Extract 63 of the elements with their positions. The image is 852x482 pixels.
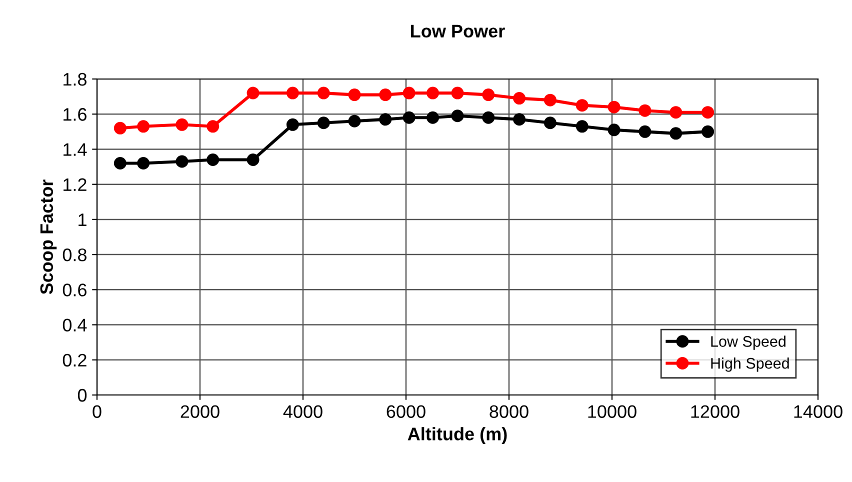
y-tick-label: 0.8 xyxy=(62,248,86,262)
point xyxy=(402,86,416,100)
point xyxy=(402,111,416,124)
point xyxy=(379,113,392,126)
point xyxy=(286,86,299,100)
y-tick-label: 0 xyxy=(78,388,87,402)
y-axis-title: Scoop Factor xyxy=(40,180,57,294)
point xyxy=(576,120,588,133)
y-tick-label: 1.8 xyxy=(64,72,86,86)
point xyxy=(608,124,620,136)
point xyxy=(513,92,526,105)
y-tick-label: 1.2 xyxy=(64,178,86,191)
point xyxy=(137,120,150,133)
y-tick-label: 1.6 xyxy=(64,108,86,121)
point xyxy=(482,111,495,124)
point xyxy=(608,100,620,114)
point xyxy=(206,120,220,133)
point xyxy=(576,99,588,112)
x-tick-label: 14000 xyxy=(794,405,842,418)
point xyxy=(206,154,220,166)
point xyxy=(513,113,526,126)
x-tick-label: 0 xyxy=(92,405,102,418)
point xyxy=(482,88,495,102)
point xyxy=(638,125,652,138)
x-tick-label: 6000 xyxy=(386,405,426,418)
point xyxy=(348,114,361,128)
point xyxy=(114,122,126,134)
y-tick-label: 1 xyxy=(78,214,86,226)
point xyxy=(317,86,330,100)
point xyxy=(137,157,150,170)
point xyxy=(246,86,260,100)
point xyxy=(702,106,714,119)
x-tick-label: 4000 xyxy=(283,405,322,418)
point xyxy=(286,118,299,131)
point xyxy=(426,111,440,124)
point xyxy=(451,86,464,100)
x-axis-title: Altitude (m) xyxy=(408,427,507,444)
legend-label: High Speed xyxy=(711,358,789,372)
point xyxy=(670,106,682,119)
point xyxy=(176,118,188,131)
point xyxy=(670,127,682,140)
y-tick-label: 0.4 xyxy=(62,318,87,332)
x-tick-label: 8000 xyxy=(490,405,528,418)
point xyxy=(246,154,260,166)
point xyxy=(426,86,440,100)
y-tick-label: 0.2 xyxy=(62,354,86,367)
point xyxy=(348,88,361,102)
y-tick-label: 1.4 xyxy=(64,143,87,156)
x-tick-label: 2000 xyxy=(180,405,220,418)
point xyxy=(544,116,556,130)
point xyxy=(317,116,330,130)
point xyxy=(702,125,714,138)
legend-label: Low Speed xyxy=(711,336,786,350)
point xyxy=(379,88,392,102)
point xyxy=(638,104,652,117)
point xyxy=(451,110,464,122)
y-tick-label: 0.6 xyxy=(62,284,86,296)
point xyxy=(114,157,126,170)
x-tick-label: 10000 xyxy=(588,405,636,418)
point xyxy=(176,155,188,168)
chart-title: Low Power xyxy=(411,24,505,38)
x-tick-label: 12000 xyxy=(691,405,740,418)
point xyxy=(544,94,556,106)
